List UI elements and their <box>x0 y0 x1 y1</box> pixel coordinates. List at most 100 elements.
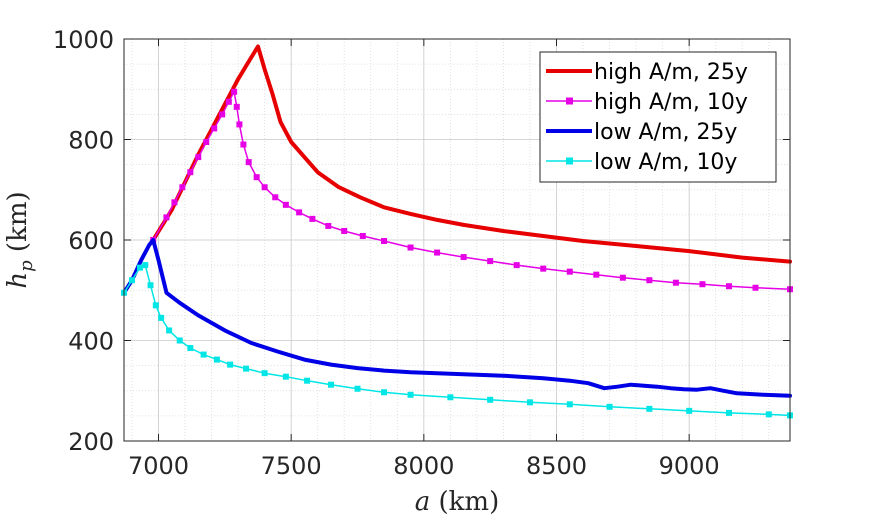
data-point <box>447 394 454 401</box>
data-point <box>304 377 311 384</box>
data-point <box>261 370 268 377</box>
data-point <box>136 264 143 271</box>
data-point <box>434 249 441 256</box>
data-point <box>253 174 260 181</box>
series-2 <box>150 88 793 293</box>
data-point <box>187 345 194 352</box>
y-tick-label: 400 <box>68 328 114 356</box>
data-point <box>176 337 183 344</box>
data-point <box>152 302 159 309</box>
data-point <box>147 282 154 289</box>
data-point <box>219 111 226 118</box>
data-point <box>211 125 218 132</box>
data-point <box>752 284 759 291</box>
y-tick-label: 200 <box>68 428 114 456</box>
x-tick-label: 8500 <box>526 452 587 480</box>
y-tick-label: 600 <box>68 227 114 255</box>
data-point <box>187 169 194 176</box>
data-point <box>128 277 135 284</box>
y-axis-label-unit: (km) <box>3 191 33 260</box>
data-point <box>166 327 173 334</box>
data-point <box>296 209 303 216</box>
legend: high A/m, 25y high A/m, 10y low A/m, 25y lo… <box>539 51 777 183</box>
data-point <box>460 254 467 261</box>
y-tick-label: 800 <box>68 127 114 155</box>
data-point <box>487 258 494 265</box>
y-axis-label: hp (km) <box>3 191 37 288</box>
data-point <box>179 184 186 191</box>
x-axis-label: a (km) <box>415 487 499 517</box>
legend-label: high A/m, 10y <box>594 90 748 115</box>
series-3 <box>122 238 792 398</box>
data-point <box>359 232 366 239</box>
data-point <box>225 98 232 105</box>
data-point <box>646 405 653 412</box>
data-point <box>163 214 170 221</box>
series-1 <box>151 44 792 264</box>
x-tick-label: 9000 <box>659 452 720 480</box>
data-point <box>282 373 289 380</box>
legend-marker <box>566 97 573 105</box>
y-tick-labels: 200 400 600 800 1000 <box>53 26 114 456</box>
data-point <box>686 407 693 414</box>
data-point <box>325 222 332 229</box>
data-point <box>240 141 247 148</box>
x-tick-label: 7000 <box>128 452 189 480</box>
data-point <box>513 262 520 269</box>
data-point <box>381 238 388 245</box>
data-point <box>526 399 533 406</box>
data-point <box>171 199 178 206</box>
series-line <box>151 44 792 264</box>
data-point <box>236 121 243 128</box>
data-point <box>231 88 238 95</box>
data-point <box>646 277 653 284</box>
y-axis-label-var: h <box>3 272 33 289</box>
data-point <box>233 103 240 110</box>
data-point <box>699 281 706 288</box>
data-point <box>142 262 149 269</box>
data-point <box>158 314 165 321</box>
data-point <box>282 201 289 208</box>
legend-items: high A/m, 25y high A/m, 10y low A/m, 25y lo… <box>546 60 748 175</box>
data-point <box>765 411 772 418</box>
data-point <box>566 401 573 408</box>
data-point <box>195 154 202 161</box>
data-point <box>245 159 252 166</box>
legend-marker <box>566 157 573 165</box>
data-point <box>327 381 334 388</box>
data-point <box>243 365 250 372</box>
legend-label: high A/m, 25y <box>594 60 748 85</box>
data-point <box>309 215 316 222</box>
data-point <box>407 391 414 398</box>
y-axis-label-sub: p <box>16 260 37 272</box>
x-tick-label: 7500 <box>261 452 322 480</box>
data-point <box>725 409 732 416</box>
series-layer <box>121 44 793 419</box>
data-point <box>619 274 626 281</box>
data-point <box>487 396 494 403</box>
x-axis-label-unit: (km) <box>430 487 499 517</box>
y-tick-label: 1000 <box>53 26 114 54</box>
data-point <box>341 227 348 234</box>
series-line <box>152 91 791 290</box>
x-axis-label-var: a <box>415 487 431 517</box>
data-point <box>213 356 220 363</box>
data-point <box>606 403 613 410</box>
x-tick-label: 8000 <box>393 452 454 480</box>
series-line <box>122 238 792 398</box>
data-point <box>227 361 234 368</box>
data-point <box>354 385 361 392</box>
data-point <box>566 268 573 275</box>
data-point <box>272 194 279 201</box>
data-point <box>540 265 547 272</box>
data-point <box>725 283 732 290</box>
axis-ticks <box>124 38 790 442</box>
data-point <box>381 389 388 396</box>
data-point <box>261 184 268 191</box>
data-point <box>200 351 207 358</box>
data-point <box>203 139 210 146</box>
data-point <box>407 244 414 251</box>
legend-label: low A/m, 10y <box>594 150 737 175</box>
data-point <box>672 279 679 286</box>
